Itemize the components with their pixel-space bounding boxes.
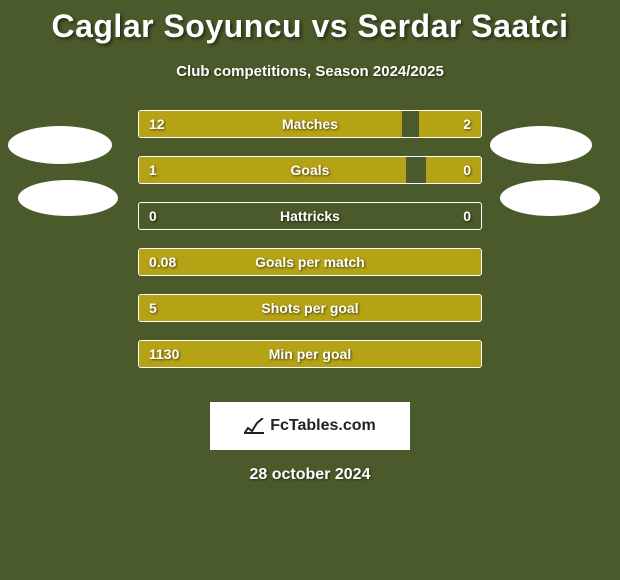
player-oval-0 <box>8 126 112 164</box>
date-label: 28 october 2024 <box>0 466 620 484</box>
stat-row-goals-per-match: 0.08Goals per match <box>138 248 482 276</box>
stat-label: Hattricks <box>139 203 481 229</box>
stat-row-min-per-goal: 1130Min per goal <box>138 340 482 368</box>
fctables-logo: FcTables.com <box>210 402 410 450</box>
stat-row-goals: 10Goals <box>138 156 482 184</box>
subtitle: Club competitions, Season 2024/2025 <box>0 63 620 80</box>
stat-label: Goals <box>139 157 481 183</box>
stat-label: Matches <box>139 111 481 137</box>
stat-row-shots-per-goal: 5Shots per goal <box>138 294 482 322</box>
player-oval-3 <box>500 180 600 216</box>
page-title: Caglar Soyuncu vs Serdar Saatci <box>0 0 620 45</box>
bars-container: 122Matches 10Goals 00Hattricks 0.08Goals pe… <box>138 110 482 386</box>
stat-label: Shots per goal <box>139 295 481 321</box>
stat-row-matches: 122Matches <box>138 110 482 138</box>
chart-icon <box>244 418 264 434</box>
player-oval-2 <box>18 180 118 216</box>
logo-text: FcTables.com <box>270 417 376 435</box>
comparison-chart: 122Matches 10Goals 00Hattricks 0.08Goals pe… <box>0 110 620 390</box>
stat-label: Min per goal <box>139 341 481 367</box>
stat-label: Goals per match <box>139 249 481 275</box>
player-oval-1 <box>490 126 592 164</box>
stat-row-hattricks: 00Hattricks <box>138 202 482 230</box>
